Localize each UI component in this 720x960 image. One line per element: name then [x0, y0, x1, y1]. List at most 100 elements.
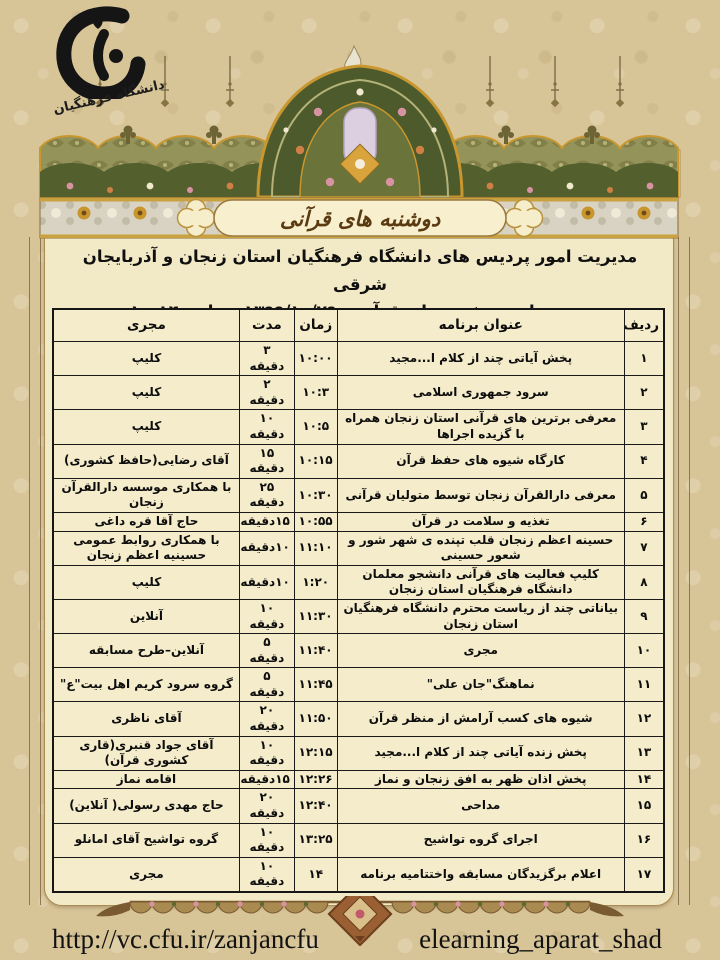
margin-rule-right-outer — [689, 237, 690, 905]
table-row: ۳ معرفی برترین های قرآنی استان زنجان همرا… — [52, 409, 665, 445]
cell-duration: ۱۰ دقیقه — [238, 735, 295, 771]
cell-host: حاج آقا قره داغی — [52, 511, 240, 532]
cell-host: کلیپ — [52, 340, 240, 377]
cell-time: ۱۰:۳ — [293, 375, 338, 411]
cell-num: ۶ — [623, 511, 665, 532]
cell-host: آقای جواد قنبری(قاری کشوری قرآن) — [52, 735, 240, 771]
top-illumination-ornament — [39, 44, 681, 199]
cell-duration: ۱۰ دقیقه — [238, 598, 295, 635]
footer-aparat-handle: elearning_aparat_shad — [419, 923, 662, 954]
cell-num: ۱۰ — [623, 633, 665, 669]
header-cell-title: عنوان برنامه — [336, 308, 625, 342]
cell-num: ۱۷ — [623, 856, 665, 893]
cell-duration: ۵ دقیقه — [238, 633, 295, 669]
cell-host: آقای رضایی(حافظ کشوری) — [52, 443, 240, 479]
cell-host: مجری — [52, 856, 240, 893]
cell-title: پخش زنده آیاتی چند از کلام ا...مجید — [336, 735, 625, 771]
cell-num: ۱۵ — [623, 788, 665, 824]
cell-duration: ۱۰ دقیقه — [238, 856, 295, 893]
cell-title: تغذیه و سلامت در قرآن — [336, 511, 625, 532]
header-cell-num: ردیف — [623, 308, 665, 342]
cell-host: کلیپ — [52, 375, 240, 411]
cell-duration: ۵ دقیقه — [238, 667, 295, 703]
cell-time: ۱۲:۴۰ — [293, 788, 338, 824]
table-row: ۱۱ نماهنگ"جان علی" ۱۱:۴۵ ۵ دقیقه گروه سرود ک… — [52, 667, 665, 703]
cell-time: ۱۲:۱۵ — [293, 735, 338, 771]
table-row: ۱۶ اجرای گروه تواشیح ۱۳:۲۵ ۱۰ دقیقه گروه توا… — [52, 822, 665, 858]
cell-host: گروه تواشیح آقای امانلو — [52, 822, 240, 858]
cell-title: اعلام برگزیدگان مسابقه واختتامیه برنامه — [336, 856, 625, 893]
header-cell-host: مجری — [52, 308, 240, 342]
cell-duration: ۲۰ دقیقه — [238, 701, 295, 737]
cell-host: آنلاین–طرح مسابقه — [52, 633, 240, 669]
cell-title: مجری — [336, 633, 625, 669]
cell-time: ۱۴ — [293, 856, 338, 893]
table-row: ۱۴ پخش اذان ظهر به افق زنجان و نماز ۱۲:۲۶ ۱… — [52, 769, 665, 790]
cell-time: ۱:۲۰ — [293, 564, 338, 600]
cell-title: بیاناتی چند از ریاست محترم دانشگاه فرهنگ… — [336, 598, 625, 635]
cell-num: ۱۱ — [623, 667, 665, 703]
cell-time: ۱۱:۴۵ — [293, 667, 338, 703]
cell-duration: ۲ دقیقه — [238, 375, 295, 411]
cell-time: ۱۱:۳۰ — [293, 598, 338, 635]
cell-time: ۱۰:۵۵ — [293, 511, 338, 532]
cell-duration: ۱۵ دقیقه — [238, 443, 295, 479]
cell-host: کلیپ — [52, 564, 240, 600]
cell-num: ۷ — [623, 530, 665, 566]
banner-title-text: دوشنبه های قرآنی — [280, 205, 441, 232]
cell-time: ۱۰:۱۵ — [293, 443, 338, 479]
cell-title: مداحی — [336, 788, 625, 824]
cell-num: ۱۶ — [623, 822, 665, 858]
table-row: ۴ کارگاه شیوه های حفظ قرآن ۱۰:۱۵ ۱۵ دقیقه آق… — [52, 443, 665, 479]
table-row: ۱۵ مداحی ۱۲:۴۰ ۲۰ دقیقه حاج مهدی رسولی( آنلا… — [52, 788, 665, 824]
cell-time: ۱۳:۲۵ — [293, 822, 338, 858]
cell-duration: ۱۰دقیقه — [238, 530, 295, 566]
header-row: ردیف عنوان برنامه زمان مدت مجری — [52, 308, 665, 342]
schedule-table-body: ۱ پخش آیاتی چند از کلام ا...مجید ۱۰:۰۰ ۳ دق… — [52, 340, 665, 893]
cell-duration: ۱۵دقیقه — [238, 511, 295, 532]
cell-title: حسینه اعظم زنجان قلب تپنده ی شهر شور و ش… — [336, 530, 625, 566]
margin-rule-left-inner — [40, 237, 41, 905]
cell-title: اجرای گروه تواشیح — [336, 822, 625, 858]
cell-host: آقای ناظری — [52, 701, 240, 737]
cell-title: نماهنگ"جان علی" — [336, 667, 625, 703]
cell-host: گروه سرود کریم اهل بیت"ع" — [52, 667, 240, 703]
cell-num: ۳ — [623, 409, 665, 445]
cell-time: ۱۱:۴۰ — [293, 633, 338, 669]
cell-num: ۸ — [623, 564, 665, 600]
cell-time: ۱۱:۱۰ — [293, 530, 338, 566]
university-logo-icon — [56, 6, 146, 99]
cell-host: آنلاین — [52, 598, 240, 635]
cell-title: کلیپ فعالیت های قرآنی دانشجو معلمان دانش… — [336, 564, 625, 600]
cell-host: با همکاری روابط عمومی حسینیه اعظم زنجان — [52, 530, 240, 566]
cell-host: حاج مهدی رسولی( آنلاین) — [52, 788, 240, 824]
cell-num: ۱۴ — [623, 769, 665, 790]
cell-host: کلیپ — [52, 409, 240, 445]
cell-title: معرفی برترین های قرآنی استان زنجان همراه… — [336, 409, 625, 445]
cell-title: شیوه های کسب آرامش از منظر قرآن — [336, 701, 625, 737]
table-row: ۱۲ شیوه های کسب آرامش از منظر قرآن ۱۱:۵۰ ۲۰… — [52, 701, 665, 737]
cell-num: ۱ — [623, 340, 665, 377]
table-row: ۵ معرفی دارالقرآن زنجان توسط متولیان قرآن… — [52, 477, 665, 513]
cell-duration: ۱۵دقیقه — [238, 769, 295, 790]
cell-title: معرفی دارالقرآن زنجان توسط متولیان قرآنی — [336, 477, 625, 513]
cell-time: ۱۰:۳۰ — [293, 477, 338, 513]
cell-num: ۱۲ — [623, 701, 665, 737]
cell-host: با همکاری موسسه دارالقرآن زنجان — [52, 477, 240, 513]
cell-num: ۹ — [623, 598, 665, 635]
poster-titles: مدیریت امور پردیس های دانشگاه فرهنگیان ا… — [56, 243, 664, 321]
table-row: ۸ کلیپ فعالیت های قرآنی دانشجو معلمان دان… — [52, 564, 665, 600]
university-logo: دانشگاه فرهنگیان — [26, 4, 196, 124]
table-row: ۶ تغذیه و سلامت در قرآن ۱۰:۵۵ ۱۵دقیقه حاج آق… — [52, 511, 665, 532]
cell-duration: ۱۰دقیقه — [238, 564, 295, 600]
title-banner: دوشنبه های قرآنی — [39, 197, 679, 239]
cell-num: ۵ — [623, 477, 665, 513]
cell-title: کارگاه شیوه های حفظ قرآن — [336, 443, 625, 479]
cell-time: ۱۱:۵۰ — [293, 701, 338, 737]
cell-num: ۴ — [623, 443, 665, 479]
header-cell-duration: مدت — [238, 308, 295, 342]
cell-duration: ۲۰ دقیقه — [238, 788, 295, 824]
cell-host: اقامه نماز — [52, 769, 240, 790]
cell-title: پخش اذان ظهر به افق زنجان و نماز — [336, 769, 625, 790]
